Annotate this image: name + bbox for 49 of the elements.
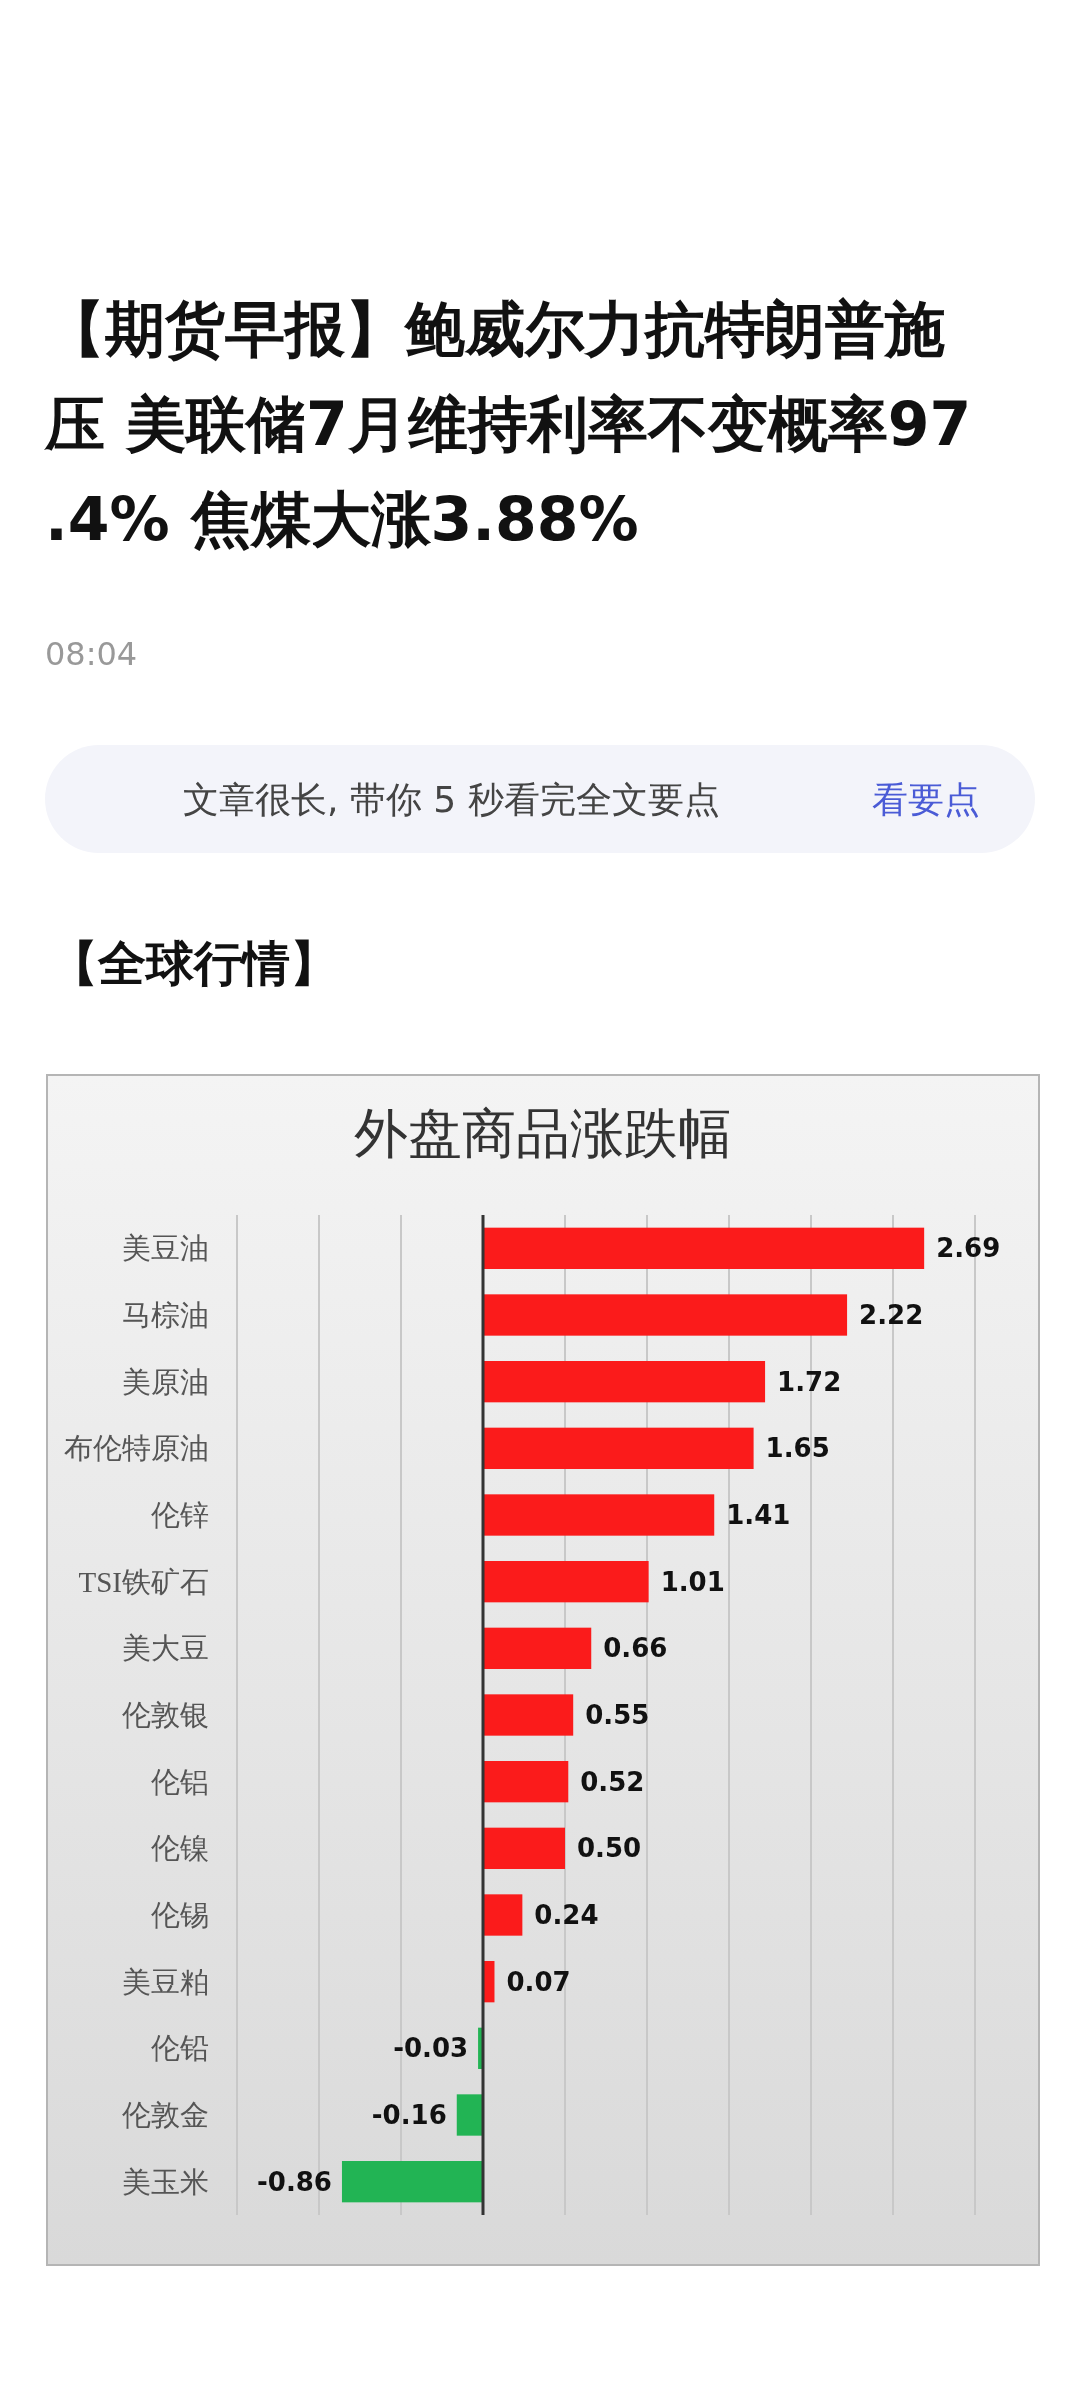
bar: [483, 1227, 925, 1269]
bar: [483, 1694, 574, 1736]
data-label: 1.72: [777, 1366, 842, 1397]
data-label: 1.01: [660, 1566, 725, 1597]
data-label: 0.52: [580, 1766, 645, 1797]
text: 文章很长, 带你 5 秒看完全文要点: [183, 779, 720, 820]
bar: [483, 1494, 715, 1536]
bar: [341, 2161, 483, 2203]
data-label: 2.22: [859, 1300, 924, 1330]
data-label: 1.65: [765, 1433, 830, 1464]
text: 看要点: [872, 779, 980, 820]
y-tick-label: 伦铅: [151, 2032, 209, 2065]
y-tick-label: 美豆油: [122, 1232, 209, 1265]
bar: [483, 1427, 754, 1469]
y-tick-label: 美原油: [122, 1365, 209, 1398]
y-tick-label: 伦锌: [151, 1499, 209, 1531]
y-tick-label: 美豆粕: [122, 1965, 209, 1998]
y-tick-label: 美玉米: [122, 2165, 209, 2198]
bar: [483, 1627, 592, 1669]
data-label: 0.66: [603, 1633, 668, 1664]
y-tick-label: 伦敦银: [122, 1699, 209, 1731]
y-tick-label: 伦镍: [151, 1832, 209, 1865]
y-tick-label: 布伦特原油: [64, 1432, 209, 1465]
data-label: 0.50: [577, 1833, 642, 1864]
data-label: 0.07: [506, 1966, 571, 1997]
y-tick-label: 伦敦金: [122, 2099, 209, 2131]
data-label: -0.86: [257, 2166, 332, 2197]
text: 08:04: [45, 635, 138, 673]
bar: [456, 2094, 483, 2136]
y-tick-label: TSI铁矿石: [78, 1565, 209, 1598]
data-label: -0.03: [393, 2033, 469, 2064]
data-label: -0.16: [371, 2100, 447, 2130]
data-label: 1.41: [726, 1500, 791, 1530]
bar: [483, 1894, 523, 1936]
text: 【期货早报】鲍威尔力抗特朗普施压 美联储7月维持利率不变概率97.4% 焦煤大涨3.88%: [44, 294, 972, 554]
data-label: 0.24: [534, 1900, 599, 1930]
bar: [483, 1294, 848, 1336]
data-label: 2.69: [936, 1233, 1001, 1264]
bar: [483, 1761, 569, 1803]
y-tick-label: 马棕油: [122, 1299, 209, 1331]
chart-title: 外盘商品涨跌幅: [354, 1104, 732, 1164]
bar: [483, 1361, 766, 1403]
bar: [483, 1827, 565, 1869]
y-tick-label: 伦锡: [151, 1899, 209, 1931]
y-tick-label: 美大豆: [122, 1632, 209, 1665]
data-label: 0.55: [585, 1700, 650, 1730]
y-tick-label: 伦铝: [151, 1765, 209, 1798]
text: 【全球行情】: [50, 935, 338, 991]
bar: [483, 1561, 649, 1603]
